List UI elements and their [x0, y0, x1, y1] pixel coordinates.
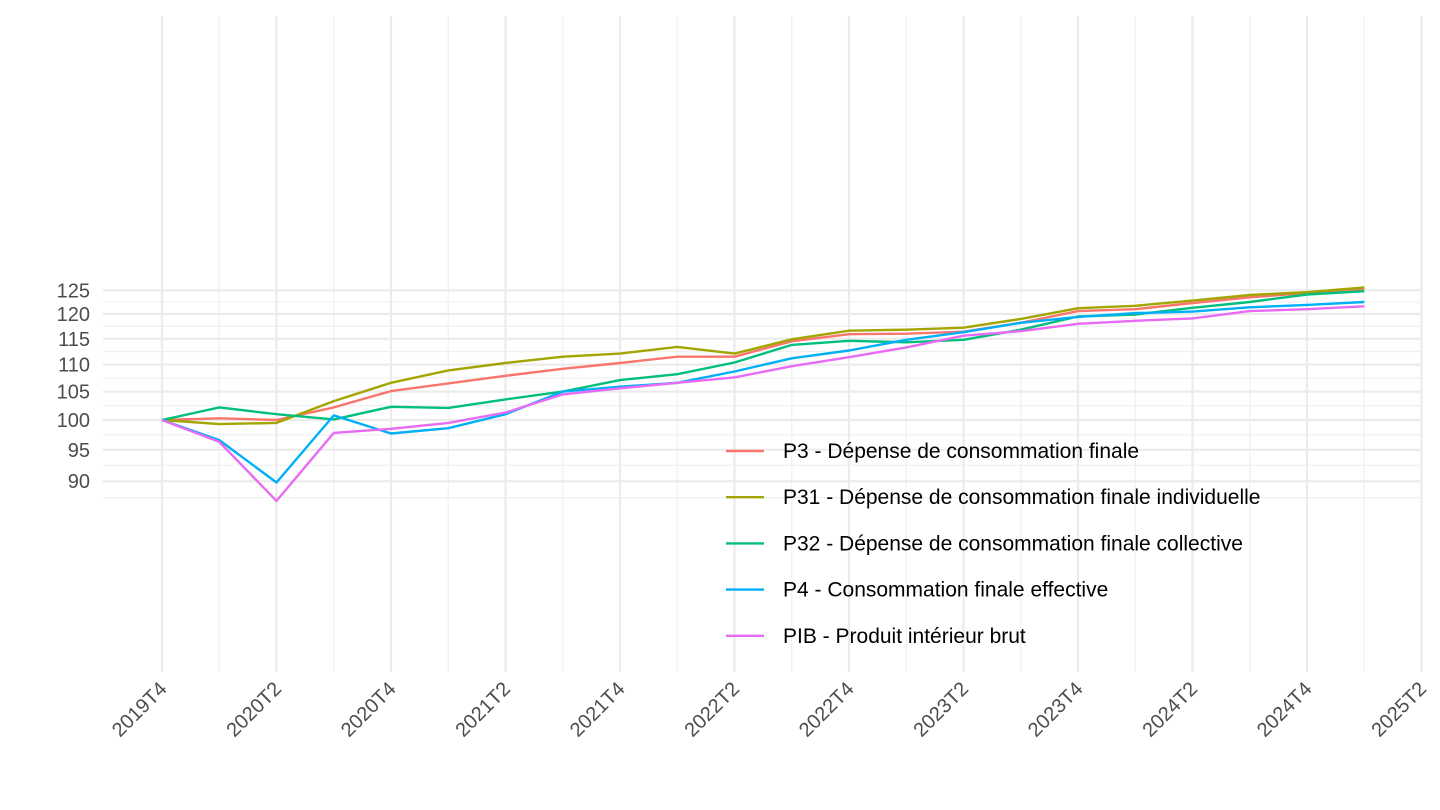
- y-tick-label: 125: [57, 280, 90, 302]
- legend-item: P32 - Dépense de consommation finale col…: [726, 532, 1243, 555]
- x-tick-label: 2020T2: [223, 678, 287, 742]
- x-tick-label: 2022T4: [795, 678, 859, 742]
- legend-item: PIB - Produit intérieur brut: [726, 625, 1026, 648]
- y-tick-label: 115: [58, 329, 90, 351]
- legend-label: PIB - Produit intérieur brut: [783, 625, 1026, 648]
- x-tick-label: 2024T4: [1253, 678, 1317, 742]
- y-tick-label: 90: [68, 471, 90, 493]
- major-gridlines: [103, 16, 1423, 672]
- x-tick-label: 2019T4: [108, 678, 172, 742]
- legend-label: P31 - Dépense de consommation finale ind…: [783, 486, 1260, 509]
- legend-label: P4 - Consommation finale effective: [783, 579, 1108, 602]
- legend-item: P3 - Dépense de consommation finale: [726, 440, 1139, 463]
- x-tick-label: 2025T2: [1368, 678, 1432, 742]
- y-tick-label: 100: [57, 410, 90, 432]
- legend-label: P32 - Dépense de consommation finale col…: [783, 532, 1243, 555]
- series-line: [161, 300, 1365, 484]
- x-tick-label: 2021T4: [566, 678, 630, 742]
- legend: P3 - Dépense de consommation finale P31 -…: [726, 440, 1260, 648]
- series-line: [161, 290, 1365, 422]
- legend-item: P31 - Dépense de consommation finale ind…: [726, 486, 1260, 509]
- x-axis-tick-labels: 2019T4 2020T2 2020T4 2021T2 2021T4 2022T2 2022…: [108, 678, 1431, 742]
- series-line: [161, 286, 1365, 426]
- series-line: [161, 305, 1365, 503]
- minor-gridlines: [103, 16, 1422, 672]
- y-tick-label: 120: [57, 304, 90, 326]
- x-tick-label: 2020T4: [337, 678, 401, 742]
- y-tick-label: 110: [58, 355, 90, 377]
- x-tick-label: 2024T2: [1139, 678, 1203, 742]
- y-tick-label: 95: [68, 440, 90, 462]
- series-line: [161, 287, 1365, 422]
- x-tick-label: 2022T2: [681, 678, 745, 742]
- x-tick-label: 2023T4: [1024, 678, 1088, 742]
- x-tick-label: 2023T2: [910, 678, 974, 742]
- legend-item: P4 - Consommation finale effective: [726, 579, 1108, 602]
- legend-label: P3 - Dépense de consommation finale: [783, 440, 1139, 463]
- series-lines: [161, 286, 1365, 503]
- y-tick-label: 105: [57, 382, 90, 404]
- x-tick-label: 2021T2: [452, 678, 516, 742]
